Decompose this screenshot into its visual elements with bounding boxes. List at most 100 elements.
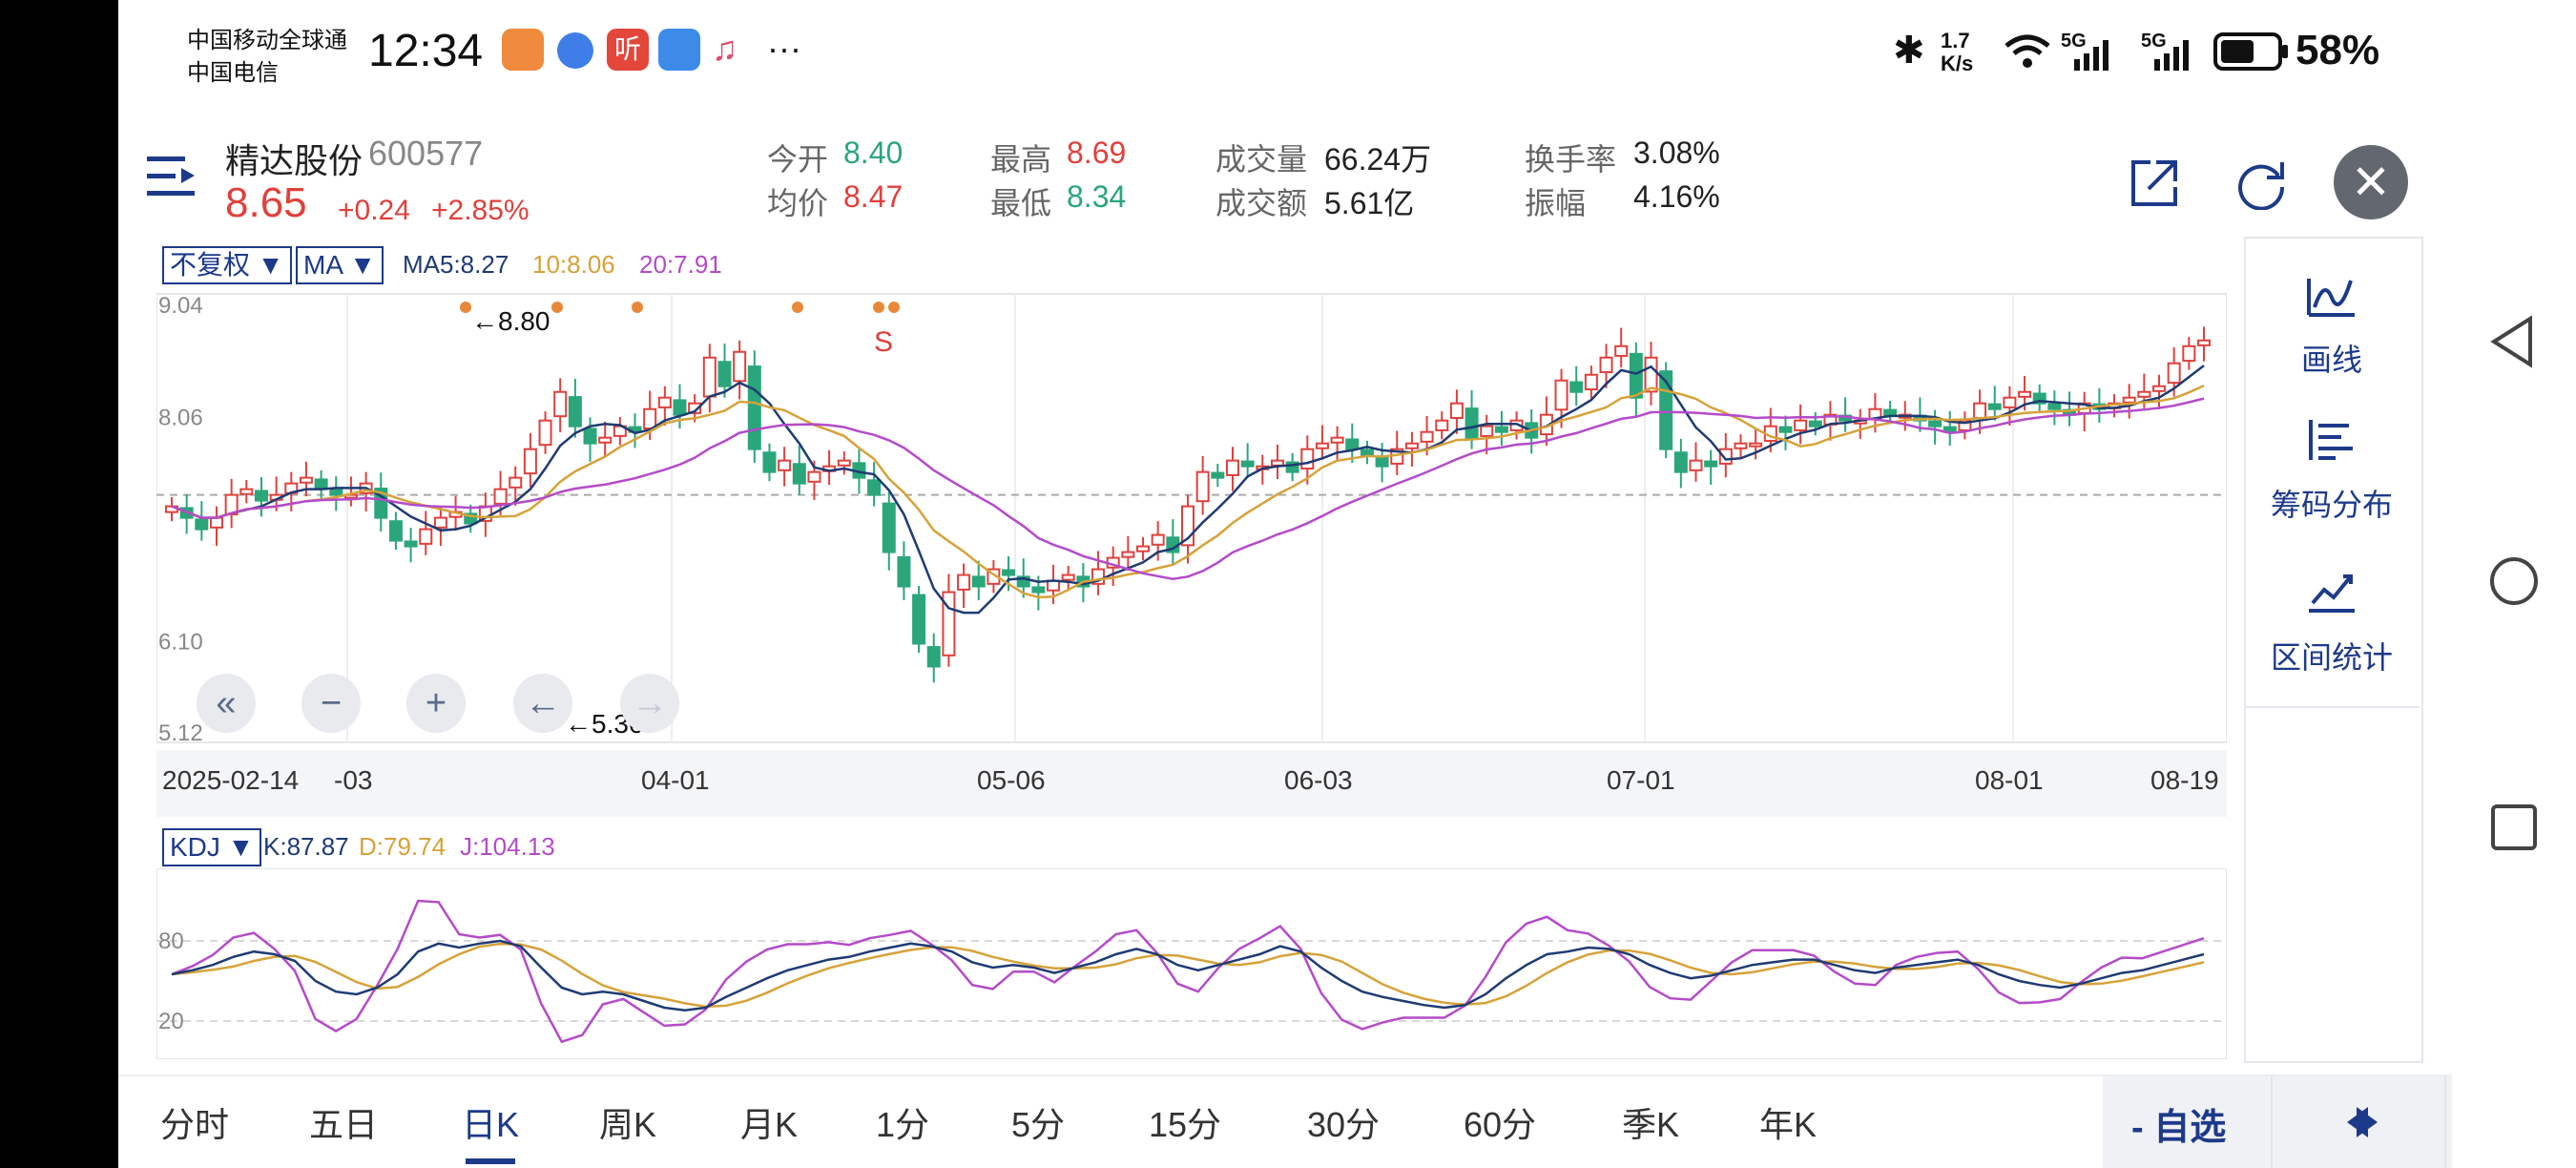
interval-stats-icon[interactable] (2305, 567, 2358, 615)
adjust-select[interactable]: 不复权 ▼ (162, 246, 292, 284)
candle-body (2047, 403, 2062, 410)
tab-11[interactable]: 年K (1759, 1105, 1818, 1144)
candle-body (1614, 344, 1629, 357)
candle-body (688, 402, 702, 414)
candle-body (1121, 551, 1135, 558)
carrier-1: 中国移动全球通 (187, 28, 347, 53)
menu-icon[interactable] (147, 155, 198, 200)
candle-body (568, 396, 582, 428)
candle-body (1987, 403, 2002, 410)
candle-body (553, 390, 568, 418)
share-icon[interactable] (2128, 156, 2181, 210)
kdj-k-line (171, 939, 2205, 1012)
chip-dist-button[interactable]: 筹码分布 (2270, 488, 2393, 522)
candle-body (509, 476, 523, 489)
watchlist-button[interactable]: - 自选 (2103, 1076, 2273, 1168)
candle-body (254, 490, 268, 502)
signal-dot (632, 302, 643, 313)
candle-body (1330, 436, 1344, 444)
stat-label: 最高 (990, 142, 1052, 177)
stat-value: 4.16% (1633, 179, 1720, 214)
candle-body (2197, 339, 2211, 346)
scroll-left-button[interactable]: ← (513, 674, 572, 733)
candle-body (807, 470, 821, 483)
chip-dist-icon[interactable] (2307, 416, 2357, 464)
tab-5[interactable]: 1分 (876, 1105, 930, 1144)
net-type-1: 5G (2061, 31, 2087, 52)
app-notif-icon (502, 29, 544, 71)
kdj-select[interactable]: KDJ ▼ (162, 828, 262, 866)
draw-line-button[interactable]: 画线 (2300, 343, 2362, 377)
candle-body (1136, 545, 1151, 553)
candle-body (882, 502, 896, 553)
candle-body (673, 399, 687, 416)
candle-body (643, 407, 657, 430)
x-axis-label: -03 (334, 765, 373, 795)
candle-body (1420, 430, 1434, 443)
tab-2[interactable]: 日K (462, 1105, 520, 1144)
candle-body (1734, 442, 1748, 449)
tab-8[interactable]: 30分 (1307, 1105, 1381, 1144)
draw-line-icon[interactable] (2305, 273, 2358, 321)
candle-body (1360, 448, 1374, 456)
x-axis-label: 06-03 (1284, 765, 1353, 795)
candle-body (538, 419, 552, 447)
stat-label: 最低 (990, 186, 1052, 220)
candle-body (2137, 390, 2151, 398)
signal-icon-2 (2154, 40, 2189, 71)
nav-back-icon[interactable] (2488, 315, 2536, 368)
stock-change-pct: +2.85% (431, 195, 530, 226)
candle-body (1449, 402, 1464, 419)
candle-body (1151, 533, 1165, 546)
close-button[interactable]: ✕ (2334, 145, 2408, 219)
refresh-icon[interactable] (2234, 156, 2288, 210)
stat-label: 换手率 (1525, 142, 1617, 177)
candle-body (747, 365, 761, 450)
tab-6[interactable]: 5分 (1011, 1105, 1066, 1144)
candle-body (778, 459, 792, 471)
stock-change: +0.24 (338, 195, 410, 226)
watchlist-label: - 自选 (2131, 1108, 2227, 1148)
nav-recent-icon[interactable] (2490, 803, 2538, 851)
more-notif-icon: ··· (767, 29, 801, 68)
kdj-chart[interactable]: 80 20 (156, 868, 2227, 1059)
candle-body (957, 574, 971, 591)
zoom-out-button[interactable]: − (301, 674, 361, 733)
candle-body (733, 350, 747, 383)
tab-1[interactable]: 五日 (309, 1105, 379, 1144)
browser-notif-icon (557, 32, 593, 69)
candle-body (702, 356, 717, 398)
candle-body (1195, 470, 1210, 503)
zoom-in-button[interactable]: + (406, 674, 466, 733)
ma20-line (171, 397, 2205, 580)
candle-body (1584, 373, 1598, 391)
candle-body (1285, 461, 1299, 473)
y-tick-label: 5.12 (158, 720, 203, 744)
candle-body (1629, 352, 1643, 399)
tab-3[interactable]: 周K (599, 1105, 657, 1144)
next-arrow-icon[interactable] (2353, 1105, 2381, 1139)
candle-body (1554, 379, 1568, 411)
candle-body (2182, 344, 2196, 363)
candle-body (1973, 402, 1987, 419)
candle-body (837, 459, 851, 467)
jump-start-button[interactable]: « (197, 674, 256, 733)
candle-body (2152, 385, 2167, 392)
y-tick-label: 6.10 (158, 630, 203, 656)
candle-body (1061, 574, 1075, 581)
bluetooth-icon: ✱ (1893, 30, 1925, 72)
tab-9[interactable]: 60分 (1464, 1105, 1537, 1144)
candlestick-chart[interactable]: 9.048.066.105.12←8.80←5.36S (156, 286, 2227, 744)
nav-home-icon[interactable] (2488, 555, 2540, 607)
tab-10[interactable]: 季K (1622, 1105, 1680, 1144)
indicator-select[interactable]: MA ▼ (296, 246, 384, 284)
candle-body (1883, 408, 1898, 416)
tab-7[interactable]: 15分 (1149, 1105, 1222, 1144)
scroll-right-button[interactable]: → (620, 674, 679, 733)
interval-stats-button[interactable]: 区间统计 (2270, 640, 2393, 675)
candle-body (926, 646, 941, 668)
tab-0[interactable]: 分时 (160, 1105, 230, 1144)
ma10-value: 10:8.06 (532, 250, 615, 279)
tab-4[interactable]: 月K (740, 1105, 799, 1144)
candle-body (493, 488, 508, 505)
